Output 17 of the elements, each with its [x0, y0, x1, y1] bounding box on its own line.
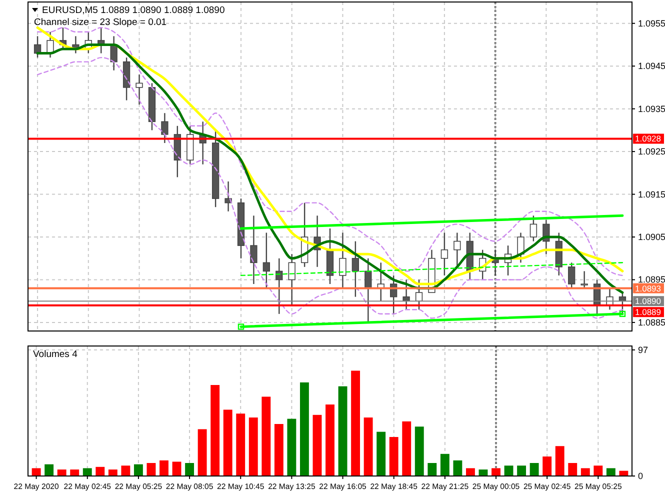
ref-line-label: 1.0928 [635, 134, 662, 144]
y-tick-label: 1.0935 [638, 104, 665, 114]
y-tick-label: 1.0885 [638, 317, 665, 328]
y-tick-label: 0 [638, 471, 644, 481]
y-tick-label: 97 [638, 344, 648, 355]
y-tick-label: 1.0945 [638, 61, 665, 72]
y-tick-label: 1.0955 [638, 18, 665, 28]
text: Channel size = 23 Slope = 0.01 [34, 17, 167, 28]
ref-line-label: 1.0889 [635, 307, 662, 318]
ref-line-label: 1.0890 [635, 296, 662, 306]
y-tick-label: 1.0925 [638, 146, 665, 157]
chart-title: EURUSD,M5 1.0889 1.0890 1.0889 1.0890 [42, 5, 225, 16]
y-tick-label: 1.0915 [638, 189, 665, 200]
y-tick-label: 1.0905 [638, 232, 665, 242]
ref-line-label: 1.0893 [635, 283, 662, 294]
chart-title: Volumes 4 [33, 349, 78, 360]
y-tick-label: 1.0895 [638, 274, 665, 285]
